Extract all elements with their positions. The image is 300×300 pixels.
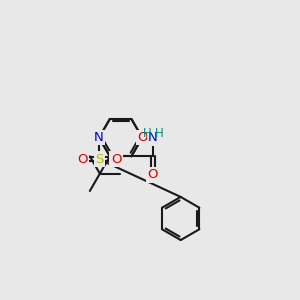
Text: N: N xyxy=(94,131,104,144)
Text: N: N xyxy=(148,131,158,144)
Text: H: H xyxy=(155,127,164,140)
Text: O: O xyxy=(77,153,87,166)
Text: O: O xyxy=(137,131,148,144)
Text: S: S xyxy=(95,153,103,166)
Text: O: O xyxy=(111,153,121,166)
Text: H: H xyxy=(142,127,151,140)
Text: O: O xyxy=(148,168,158,181)
